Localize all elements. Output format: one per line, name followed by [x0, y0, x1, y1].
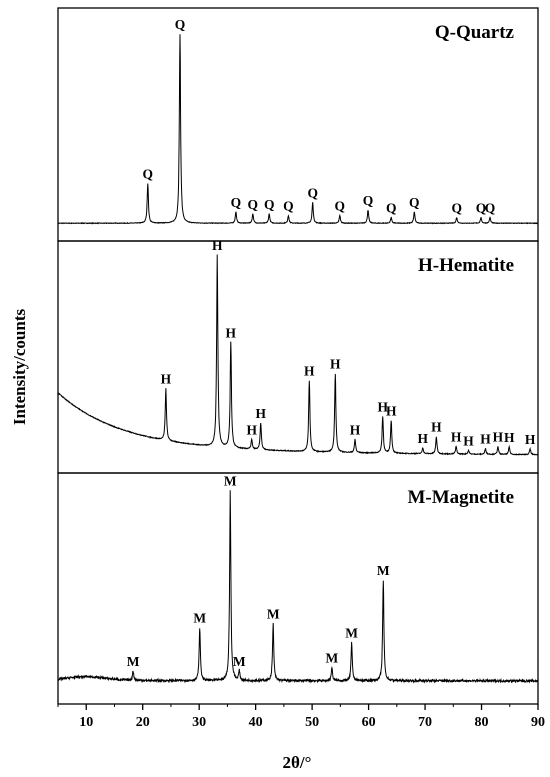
panel-frame — [57, 472, 539, 705]
peak-label: M — [127, 654, 140, 669]
peak-label: M — [224, 474, 237, 489]
x-tick-label: 20 — [136, 715, 150, 730]
peak-label: Q — [335, 199, 346, 214]
peak-label: H — [463, 433, 474, 448]
peak-label: Q — [485, 201, 496, 216]
peak-label: Q — [143, 167, 154, 182]
peak-label: Q — [248, 197, 259, 212]
peak-label: H — [304, 364, 315, 379]
peak-label: Q — [363, 193, 374, 208]
peak-label: Q — [175, 17, 186, 32]
peak-label: M — [267, 607, 280, 622]
y-axis-title-group: Intensity/counts — [10, 309, 29, 426]
peak-label: H — [212, 238, 223, 253]
panel-title: H-Hematite — [418, 255, 514, 276]
peak-label: H — [386, 404, 397, 419]
peak-label: Q — [386, 201, 397, 216]
peak-label: H — [246, 423, 257, 438]
pattern-line-m — [57, 490, 539, 684]
peak-label: H — [418, 431, 429, 446]
peak-label: M — [193, 610, 206, 625]
pattern-line-q — [57, 34, 538, 225]
peak-label: Q — [307, 185, 318, 200]
x-tick-label: 80 — [475, 715, 489, 730]
x-tick-label: 90 — [531, 715, 545, 730]
peak-label: H — [330, 357, 341, 372]
y-axis-title: Intensity/counts — [10, 309, 29, 426]
x-tick-label: 10 — [79, 715, 93, 730]
peak-label: M — [345, 626, 358, 641]
x-tick-label: 70 — [418, 715, 432, 730]
peak-label: H — [525, 432, 536, 447]
peak-label: H — [226, 325, 237, 340]
panel-title: Q-Quartz — [435, 22, 515, 43]
panel-title: M-Magnetite — [407, 487, 514, 508]
panel-q: QQQ Q Q QQQ QQ Q Q QQQ-Quartz — [57, 7, 539, 242]
peak-label: H — [451, 429, 462, 444]
peak-label: Q — [283, 199, 294, 214]
peak-label: H — [377, 400, 388, 415]
x-tick-label: 50 — [305, 715, 319, 730]
peak-label: M — [233, 654, 246, 669]
peak-label: H — [493, 430, 504, 445]
peak-label: Q — [409, 195, 420, 210]
peak-label: M — [326, 650, 339, 665]
peak-label: H — [255, 406, 266, 421]
peak-label: Q — [451, 201, 462, 216]
x-axis-title: 2θ/° — [283, 753, 312, 772]
peak-label: H — [431, 420, 442, 435]
peak-label: H — [350, 422, 361, 437]
peak-label: Q — [231, 195, 242, 210]
peak-label: H — [504, 430, 515, 445]
x-tick-label: 30 — [192, 715, 206, 730]
peak-label: M — [377, 563, 390, 578]
x-axis-ticks: 10 20 30 40 50 60 70 80 90 — [57, 704, 545, 730]
x-tick-label: 60 — [362, 715, 376, 730]
peak-label: H — [161, 372, 172, 387]
x-tick-label: 40 — [249, 715, 263, 730]
peak-label: Q — [476, 201, 487, 216]
peak-label: H — [480, 432, 491, 447]
pattern-line-h — [57, 254, 539, 456]
peak-label: Q — [264, 197, 275, 212]
